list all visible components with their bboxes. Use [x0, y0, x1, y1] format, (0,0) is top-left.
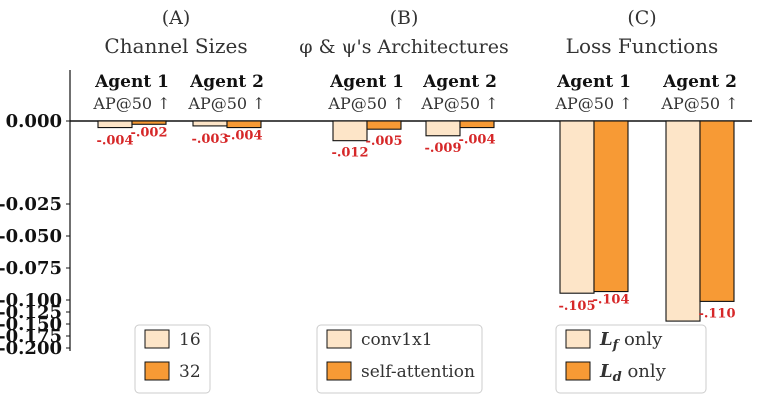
- bar-dark: [366, 120, 402, 130]
- data-label: -.012: [331, 146, 368, 161]
- legend-box: [316, 324, 483, 394]
- bar-light: [665, 120, 701, 322]
- panel-title: Channel Sizes: [104, 34, 247, 58]
- legend-label: 32: [179, 362, 201, 382]
- y-tick-label: 0.000: [6, 111, 62, 132]
- bar-dark: [593, 120, 629, 293]
- bar-light: [559, 120, 595, 294]
- legend-swatch-light: [144, 329, 170, 349]
- y-tick-label: -0.150: [0, 314, 62, 335]
- data-label: -.104: [592, 293, 629, 308]
- legend-label: Lf only: [599, 329, 663, 353]
- y-tick-label: -0.200: [0, 338, 62, 359]
- panel-title: φ & ψ's Architectures: [299, 36, 508, 58]
- metric-label: AP@50 ↑: [327, 94, 405, 113]
- bar-light: [192, 120, 228, 127]
- metric-label: AP@50 ↑: [554, 94, 632, 113]
- panel-letter: (B): [390, 7, 419, 29]
- metric-label: AP@50 ↑: [660, 94, 738, 113]
- agent-header: Agent 1: [94, 72, 169, 92]
- panel-letter: (A): [162, 7, 191, 29]
- data-label: -.004: [96, 134, 133, 149]
- data-label: -.105: [558, 299, 595, 314]
- agent-header: Agent 2: [662, 72, 737, 92]
- data-label: -.005: [365, 134, 402, 149]
- bar-dark: [226, 120, 262, 129]
- data-label: -.110: [698, 306, 735, 321]
- metric-label: AP@50 ↑: [187, 94, 265, 113]
- legend-box: [555, 324, 707, 394]
- data-label: -.002: [130, 125, 167, 140]
- data-label: -.003: [191, 132, 228, 147]
- y-tick-label: -0.175: [0, 326, 62, 347]
- agent-header: Agent 1: [556, 72, 631, 92]
- panel-letter: (C): [627, 7, 656, 29]
- metric-label: AP@50 ↑: [92, 94, 170, 113]
- legend-swatch-dark: [144, 361, 170, 381]
- bar-dark: [131, 120, 167, 125]
- bar-light: [332, 120, 368, 142]
- legend-swatch-light: [326, 329, 352, 349]
- y-tick-label: -0.125: [0, 302, 62, 323]
- bar-light: [425, 120, 461, 137]
- y-tick-label: -0.025: [0, 194, 62, 215]
- y-tick-label: -0.075: [0, 258, 62, 279]
- legend-label: 16: [179, 330, 201, 350]
- y-tick-label: -0.050: [0, 226, 62, 247]
- data-label: -.004: [225, 129, 262, 144]
- legend-swatch-light: [565, 329, 591, 349]
- metric-label: AP@50 ↑: [420, 94, 498, 113]
- bar-dark: [459, 120, 495, 129]
- agent-header: Agent 2: [422, 72, 497, 92]
- legend-swatch-dark: [565, 361, 591, 381]
- bar-dark: [699, 120, 735, 302]
- y-tick-label: -0.100: [0, 290, 62, 311]
- legend-swatch-dark: [326, 361, 352, 381]
- agent-header: Agent 2: [189, 72, 264, 92]
- legend-label: Ld only: [599, 361, 667, 385]
- legend-label: self-attention: [361, 362, 475, 382]
- data-label: -.004: [458, 133, 495, 148]
- agent-header: Agent 1: [329, 72, 404, 92]
- data-label: -.009: [424, 141, 461, 156]
- panel-title: Loss Functions: [566, 34, 719, 58]
- bar-light: [97, 120, 133, 129]
- legend-label: conv1x1: [361, 330, 433, 350]
